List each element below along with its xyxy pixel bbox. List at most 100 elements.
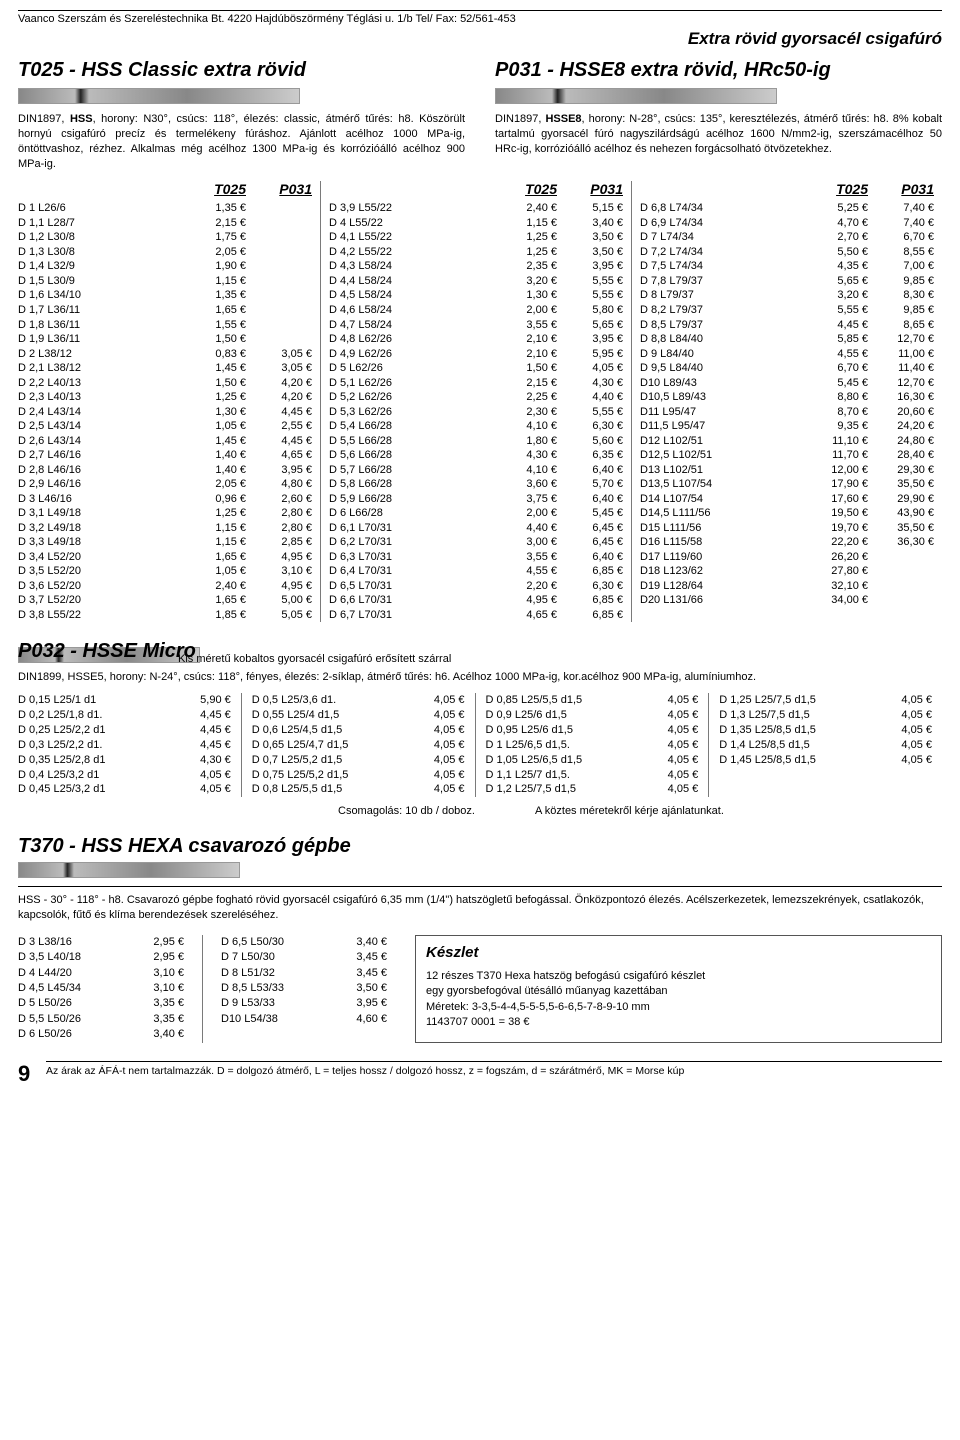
drill-image-p031 [495, 88, 777, 104]
page-number: 9 [18, 1061, 46, 1087]
price-row: D18 L123/6227,80 € [640, 564, 934, 579]
price-row: D16 L115/5822,20 €36,30 € [640, 535, 934, 550]
price-row: D 3,9 L55/222,40 €5,15 € [329, 201, 623, 216]
drill-image-t370 [18, 862, 240, 878]
price-row: D 6,8 L74/345,25 €7,40 € [640, 201, 934, 216]
price-row: D 5,2 L62/262,25 €4,40 € [329, 390, 623, 405]
price-row: D 5,6 L66/284,30 €6,35 € [329, 448, 623, 463]
price-row: D 6,4 L70/314,55 €6,85 € [329, 564, 623, 579]
price-row: D 1,4 L32/91,90 € [18, 259, 312, 274]
price-row: D 3,7 L52/201,65 €5,00 € [18, 593, 312, 608]
t370-row: D 4 L44/203,10 € [18, 966, 184, 981]
t370-title: T370 - HSS HEXA csavarozó gépbe [18, 835, 942, 858]
price-row: D 6,3 L70/313,55 €6,40 € [329, 550, 623, 565]
price-row: D 4,7 L58/243,55 €5,65 € [329, 318, 623, 333]
price-row: D 8,5 L79/374,45 €8,65 € [640, 318, 934, 333]
t370-row: D 5,5 L50/263,35 € [18, 1012, 184, 1027]
price-row: D 9 L84/404,55 €11,00 € [640, 347, 934, 362]
price-row: D 5,9 L66/283,75 €6,40 € [329, 492, 623, 507]
t370-row: D 4,5 L45/343,10 € [18, 981, 184, 996]
price-row: D 3,5 L52/201,05 €3,10 € [18, 564, 312, 579]
price-row: D 6,2 L70/313,00 €6,45 € [329, 535, 623, 550]
micro-row: D 0,7 L25/5,2 d1,54,05 € [252, 753, 465, 768]
price-row: D 4,3 L58/242,35 €3,95 € [329, 259, 623, 274]
price-row: D14,5 L111/5619,50 €43,90 € [640, 506, 934, 521]
t370-row: D 7 L50/303,45 € [221, 950, 387, 965]
keszlet-box: Készlet12 részes T370 Hexa hatszög befog… [415, 935, 942, 1043]
price-row: D 3,4 L52/201,65 €4,95 € [18, 550, 312, 565]
micro-row: D 0,8 L25/5,5 d1,54,05 € [252, 782, 465, 797]
t370-row: D 8 L51/323,45 € [221, 966, 387, 981]
price-row: D 6,1 L70/314,40 €6,45 € [329, 521, 623, 536]
price-row: D 6 L66/282,00 €5,45 € [329, 506, 623, 521]
price-row: D 2,9 L46/162,05 €4,80 € [18, 477, 312, 492]
t370-row: D10 L54/384,60 € [221, 1012, 387, 1027]
price-row: D 4,2 L55/221,25 €3,50 € [329, 245, 623, 260]
price-row: D 1,7 L36/111,65 € [18, 303, 312, 318]
price-row: D 8,2 L79/375,55 €9,85 € [640, 303, 934, 318]
micro-row: D 0,15 L25/1 d15,90 € [18, 693, 231, 708]
t370-row: D 3 L38/162,95 € [18, 935, 184, 950]
micro-row: D 0,5 L25/3,6 d1.4,05 € [252, 693, 465, 708]
price-row: D 4,5 L58/241,30 €5,55 € [329, 288, 623, 303]
micro-row: D 0,4 L25/3,2 d14,05 € [18, 768, 231, 783]
price-row: D 1,2 L30/81,75 € [18, 230, 312, 245]
price-row: D 2 L38/120,83 €3,05 € [18, 347, 312, 362]
price-row: D 3,2 L49/181,15 €2,80 € [18, 521, 312, 536]
price-row: D 7,2 L74/345,50 €8,55 € [640, 245, 934, 260]
price-row: D 3,6 L52/202,40 €4,95 € [18, 579, 312, 594]
micro-row: D 1,45 L25/8,5 d1,54,05 € [719, 753, 932, 768]
micro-row: D 1,4 L25/8,5 d1,54,05 € [719, 738, 932, 753]
price-row: D 6,5 L70/312,20 €6,30 € [329, 579, 623, 594]
price-row: D 2,8 L46/161,40 €3,95 € [18, 463, 312, 478]
price-row: D 1,5 L30/91,15 € [18, 274, 312, 289]
price-row: D 5,8 L66/283,60 €5,70 € [329, 477, 623, 492]
price-row: D 6,9 L74/344,70 €7,40 € [640, 216, 934, 231]
micro-row: D 0,95 L25/6 d1,54,05 € [486, 723, 699, 738]
price-row: D 2,1 L38/121,45 €3,05 € [18, 361, 312, 376]
price-row: D 4,1 L55/221,25 €3,50 € [329, 230, 623, 245]
price-row: D 3 L46/160,96 €2,60 € [18, 492, 312, 507]
p032-sub: Kis méretű kobaltos gyorsacél csigafúró … [178, 653, 942, 665]
price-row: D 4,9 L62/262,10 €5,95 € [329, 347, 623, 362]
price-row: D 4,4 L58/243,20 €5,55 € [329, 274, 623, 289]
micro-row: D 0,25 L25/2,2 d14,45 € [18, 723, 231, 738]
micro-row: D 0,55 L25/4 d1,54,05 € [252, 708, 465, 723]
micro-row: D 0,35 L25/2,8 d14,30 € [18, 753, 231, 768]
micro-row: D 1,05 L25/6,5 d1,54,05 € [486, 753, 699, 768]
price-row: D 2,6 L43/141,45 €4,45 € [18, 434, 312, 449]
price-row: D 8,8 L84/405,85 €12,70 € [640, 332, 934, 347]
price-row: D 7 L74/342,70 €6,70 € [640, 230, 934, 245]
price-row: D 6,7 L70/314,65 €6,85 € [329, 608, 623, 623]
price-row: D 2,3 L40/131,25 €4,20 € [18, 390, 312, 405]
micro-row: D 0,85 L25/5,5 d1,54,05 € [486, 693, 699, 708]
t370-row: D 8,5 L53/333,50 € [221, 981, 387, 996]
p032-intro: DIN1899, HSSE5, horony: N-24°, csúcs: 11… [18, 671, 942, 683]
price-row: D13 L102/5112,00 €29,30 € [640, 463, 934, 478]
t370-table: D 3 L38/162,95 €D 3,5 L40/182,95 €D 4 L4… [18, 935, 942, 1043]
micro-row: D 1,25 L25/7,5 d1,54,05 € [719, 693, 932, 708]
t370-row: D 6 L50/263,40 € [18, 1027, 184, 1042]
micro-row: D 1,1 L25/7 d1,5.4,05 € [486, 768, 699, 783]
price-row: D 2,7 L46/161,40 €4,65 € [18, 448, 312, 463]
price-row: D 5,3 L62/262,30 €5,55 € [329, 405, 623, 420]
price-row: D 2,2 L40/131,50 €4,20 € [18, 376, 312, 391]
price-row: D 1,1 L28/72,15 € [18, 216, 312, 231]
price-row: D 1,6 L34/101,35 € [18, 288, 312, 303]
micro-row: D 0,6 L25/4,5 d1,54,05 € [252, 723, 465, 738]
t370-row: D 9 L53/333,95 € [221, 996, 387, 1011]
micro-row: D 1,35 L25/8,5 d1,54,05 € [719, 723, 932, 738]
price-row: D11,5 L95/479,35 €24,20 € [640, 419, 934, 434]
company-header: Vaanco Szerszám és Szereléstechnika Bt. … [18, 13, 942, 25]
price-row: D13,5 L107/5417,90 €35,50 € [640, 477, 934, 492]
t370-desc: HSS - 30° - 118° - h8. Csavarozó gépbe f… [18, 893, 942, 923]
price-row: D 4,6 L58/242,00 €5,80 € [329, 303, 623, 318]
price-row: D 9,5 L84/406,70 €11,40 € [640, 361, 934, 376]
price-row: D20 L131/6634,00 € [640, 593, 934, 608]
price-row: D10,5 L89/438,80 €16,30 € [640, 390, 934, 405]
micro-row: D 1 L25/6,5 d1,5.4,05 € [486, 738, 699, 753]
t370-row: D 5 L50/263,35 € [18, 996, 184, 1011]
price-row: D10 L89/435,45 €12,70 € [640, 376, 934, 391]
price-table: T025P031D 1 L26/61,35 €D 1,1 L28/72,15 €… [18, 181, 942, 622]
t370-row: D 3,5 L40/182,95 € [18, 950, 184, 965]
